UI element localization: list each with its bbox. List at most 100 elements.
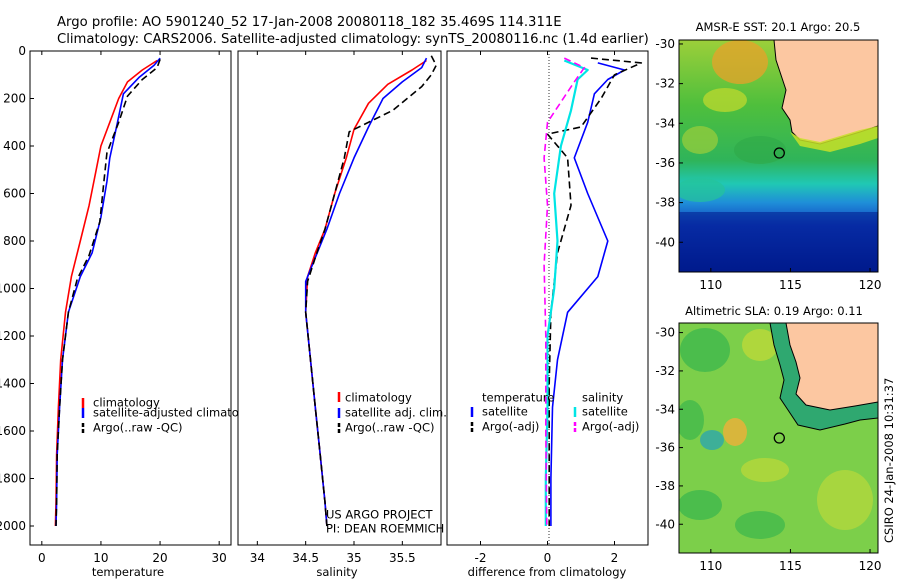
sst-map-panel: AMSR-E SST: 20.1 Argo: 20.5 110 115 120 -30… (655, 20, 881, 292)
coastal-warm-strip (790, 126, 878, 152)
difference-panel: -2 0 2 difference from climatology tempera… (446, 50, 649, 579)
y-tick-label: 800 (3, 234, 26, 248)
y-tick-label: 600 (3, 187, 26, 201)
x-tick-label: 2 (611, 551, 619, 565)
x-tick-label: 20 (152, 551, 167, 565)
temperature-x-axis: 0 10 20 30 (38, 51, 227, 565)
legend-label-sal-satellite: satellite (582, 405, 628, 419)
y-tick-label: 200 (3, 92, 26, 106)
x-tick-label: 34 (250, 551, 265, 565)
legend-label-sal-argo: Argo(-adj) (582, 420, 639, 434)
x-tick-label: 10 (93, 551, 108, 565)
depth-axis: 0 200 400 600 800 1000 1200 1400 1600 1800 2000 (0, 44, 34, 533)
header-line-1: Argo profile: AO 5901240_52 17-Jan-2008 … (57, 15, 562, 30)
low-patch (700, 430, 724, 450)
lon-tick-label: 110 (699, 278, 722, 292)
salinity-axes-box (237, 50, 442, 546)
y-tick-label: 0 (18, 44, 26, 58)
series-line-satellite-adjusted-climatology (55, 57, 161, 527)
legend-label-argo: Argo(..raw -QC) (345, 421, 435, 435)
lat-tick-label: -36 (655, 156, 675, 170)
series-line-salinity-satellite (544, 59, 589, 526)
lon-tick-label: 120 (859, 559, 882, 573)
y-tick-label: 2000 (0, 519, 26, 533)
difference-legend: temperature satellite Argo(-adj) salinit… (470, 391, 639, 434)
legend-title-salinity: salinity (582, 391, 623, 405)
project-label: US ARGO PROJECT (326, 508, 434, 522)
x-tick-label: 35.5 (389, 551, 416, 565)
cool-patch (679, 178, 725, 202)
x-tick-label: 0 (544, 551, 552, 565)
legend-label-temp-satellite: satellite (482, 405, 528, 419)
legend-label-satellite-adj: satellite adj. clim. (345, 406, 447, 420)
lat-tick-label: -38 (655, 479, 675, 493)
argo-float-marker (773, 147, 785, 159)
series-line-satellite-adj-clim (304, 57, 428, 527)
temperature-axis-label: temperature (92, 565, 164, 579)
lat-tick-label: -34 (655, 402, 675, 416)
legend-label-climatology: climatology (345, 391, 412, 405)
lon-tick-label: 120 (859, 278, 882, 292)
series-line-salinity-argo-adj (543, 57, 586, 527)
low-patch (735, 511, 785, 539)
high-patch (817, 470, 873, 530)
sst-map-frame (678, 39, 879, 273)
x-tick-label: 0 (38, 551, 46, 565)
series-line-argo-raw-qc (304, 55, 438, 527)
warm-patch (703, 88, 747, 112)
legend-label-satellite-adjusted: satellite-adjusted climatology (93, 406, 263, 420)
lat-tick-label: -30 (655, 326, 675, 340)
high-patch (742, 329, 778, 361)
y-tick-label: 1800 (0, 472, 26, 486)
temperature-panel: 0 200 400 600 800 1000 1200 1400 1600 1800 2000 0 1… (0, 44, 263, 579)
australia-coastline (785, 323, 878, 411)
y-tick-label: 1600 (0, 424, 26, 438)
difference-axis-label: difference from climatology (468, 565, 627, 579)
y-tick-label: 1400 (0, 377, 26, 391)
x-tick-label: 30 (212, 551, 227, 565)
legend-label-temp-argo: Argo(-adj) (482, 420, 539, 434)
sla-map-panel: Altimetric SLA: 0.19 Argo: 0.11 110 115 12… (655, 304, 881, 573)
credit-label: CSIRO 24-Jan-2008 10:31:37 (882, 378, 896, 543)
series-line-temperature-satellite (550, 62, 626, 526)
sla-map-frame (678, 322, 879, 554)
temperature-series (54, 57, 161, 527)
lon-tick-label: 115 (779, 278, 802, 292)
warm-patch (712, 40, 768, 84)
x-tick-label: 35 (346, 551, 361, 565)
series-line-temperature-argo-adj (546, 57, 643, 526)
lat-tick-label: -32 (655, 364, 675, 378)
lat-tick-label: -36 (655, 441, 675, 455)
lat-tick-label: -40 (655, 235, 675, 249)
lat-tick-label: -38 (655, 196, 675, 210)
low-patch (679, 490, 722, 520)
argo-float-marker (773, 432, 785, 444)
sla-map-axes: 110 115 120 -30 -32 -34 -36 -38 -40 (655, 326, 881, 573)
sla-map-image (679, 323, 878, 553)
cool-patch (734, 136, 786, 164)
salinity-series (304, 55, 438, 527)
sst-map-title: AMSR-E SST: 20.1 Argo: 20.5 (696, 20, 861, 34)
header-line-2: Climatology: CARS2006. Satellite-adjuste… (57, 32, 649, 47)
high-patch (741, 458, 789, 482)
salinity-axis-label: salinity (316, 565, 357, 579)
legend-title-temperature: temperature (482, 391, 554, 405)
lat-tick-label: -34 (655, 116, 675, 130)
low-patch (679, 400, 704, 440)
y-tick-label: 1200 (0, 329, 26, 343)
warm-patch (682, 126, 718, 154)
legend-label-argo: Argo(..raw -QC) (93, 421, 183, 435)
lon-tick-label: 110 (699, 559, 722, 573)
temperature-legend: climatology satellite-adjusted climatolo… (81, 396, 263, 435)
y-tick-label: 1000 (0, 282, 26, 296)
sla-map-title: Altimetric SLA: 0.19 Argo: 0.11 (685, 304, 863, 318)
lat-tick-label: -30 (655, 37, 675, 51)
difference-series (543, 57, 643, 527)
salinity-panel: 34 34.5 35 35.5 salinity climatology satell… (237, 50, 447, 579)
lat-tick-label: -40 (655, 517, 675, 531)
x-tick-label: 34.5 (292, 551, 319, 565)
low-patch (680, 328, 730, 372)
sst-map-image (679, 40, 878, 272)
cold-band (679, 212, 878, 272)
